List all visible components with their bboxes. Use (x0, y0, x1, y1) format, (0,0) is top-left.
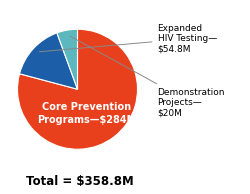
Text: Core Prevention
Programs—$284M: Core Prevention Programs—$284M (37, 102, 136, 126)
Text: Total = $358.8M: Total = $358.8M (26, 175, 134, 188)
Text: Expanded
HIV Testing—
$54.8M: Expanded HIV Testing— $54.8M (40, 24, 217, 54)
Text: Demonstration
Projects—
$20M: Demonstration Projects— $20M (70, 36, 225, 118)
Wedge shape (18, 29, 138, 149)
Wedge shape (57, 29, 78, 89)
Wedge shape (20, 33, 78, 89)
